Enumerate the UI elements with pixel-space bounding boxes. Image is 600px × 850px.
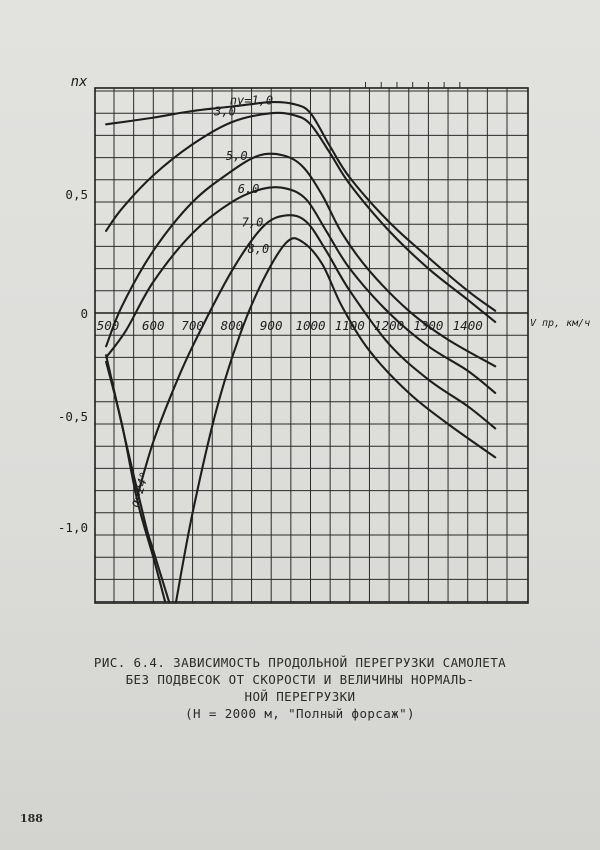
series-line-0	[105, 100, 497, 312]
x-tick-label: 500	[97, 318, 120, 333]
x-tick-label: 1400	[453, 318, 483, 333]
figure-caption-line-4: (Н = 2000 м, "Полный форсаж")	[185, 706, 415, 721]
series-line-4	[136, 214, 497, 497]
curve-label: ny=1,0	[230, 93, 273, 107]
figure-caption-line-1: РИС. 6.4. ЗАВИСИМОСТЬ ПРОДОЛЬНОЙ ПЕРЕГРУ…	[93, 655, 507, 670]
curve-label: 6,0	[238, 182, 260, 196]
figure-caption-line-2: БЕЗ ПОДВЕСОК ОТ СКОРОСТИ И ВЕЛИЧИНЫ НОРМ…	[125, 672, 475, 687]
chart-axis-labels: nx V пр, км/ч	[71, 74, 591, 329]
x-tick-label: 1100	[335, 318, 365, 333]
curve-label: 3,0	[213, 104, 236, 118]
series-line-1	[105, 111, 497, 323]
figure-caption-line-3: НОЙ ПЕРЕГРУЗКИ	[244, 689, 356, 704]
plot-frame	[94, 87, 529, 604]
x-tick-label: 800	[221, 318, 244, 333]
page-number: 188	[20, 812, 43, 825]
chart-ticks: 500 600 700 800 900 1000 1100 1200 1300 14000,50-…	[58, 187, 483, 535]
curve-label: 8,0	[248, 242, 270, 256]
x-axis-label: V пр, км/ч	[530, 318, 590, 329]
y-tick-label: -1,0	[58, 520, 88, 535]
series-line-7	[105, 360, 167, 603]
chart-grid	[94, 82, 529, 604]
series-line-5	[175, 237, 497, 603]
y-tick-label: 0,5	[65, 187, 88, 202]
x-tick-label: 900	[260, 318, 283, 333]
x-tick-label: 600	[142, 318, 165, 333]
y-tick-label: 0	[80, 306, 88, 321]
x-tick-label: 700	[181, 318, 204, 333]
series-line-2	[105, 152, 497, 368]
curve-label: 7,0	[242, 215, 264, 229]
y-axis-label: nx	[71, 74, 88, 90]
curve-label: 5,0	[226, 149, 248, 163]
x-tick-label: 1000	[295, 318, 325, 333]
y-tick-label: -0,5	[58, 409, 88, 424]
series-line-3	[105, 186, 497, 394]
chart-series	[105, 100, 497, 603]
x-tick-label: 1200	[374, 318, 404, 333]
